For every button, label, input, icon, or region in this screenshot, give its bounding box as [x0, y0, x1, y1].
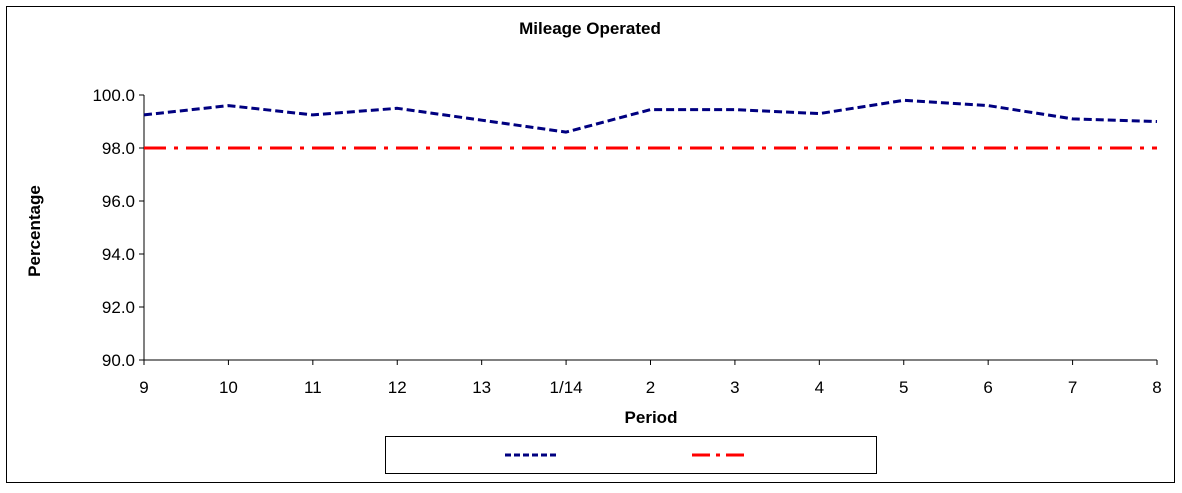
x-tick-label: 7 [1068, 378, 1077, 397]
x-tick-label: 8 [1152, 378, 1161, 397]
x-tick-label: 9 [139, 378, 148, 397]
legend-box [385, 436, 877, 474]
x-tick-label: 11 [304, 378, 322, 397]
x-tick-label: 13 [472, 378, 491, 397]
x-tick-label: 1/14 [550, 378, 583, 397]
y-tick-label: 100.0 [92, 86, 135, 105]
series-line-1 [143, 98, 1158, 134]
chart-title: Mileage Operated [519, 19, 661, 38]
y-axis-label: Percentage [25, 185, 44, 277]
x-tick-label: 12 [388, 378, 407, 397]
chart-frame [6, 6, 1175, 483]
x-tick-label: 2 [646, 378, 655, 397]
x-axis-label: Period [625, 408, 678, 427]
y-tick-label: 98.0 [102, 139, 135, 158]
y-tick-label: 94.0 [102, 245, 135, 264]
x-tick-label: 4 [815, 378, 824, 397]
x-tick-label: 10 [219, 378, 238, 397]
y-tick-label: 90.0 [102, 351, 135, 370]
y-tick-label: 92.0 [102, 298, 135, 317]
legend [385, 436, 877, 474]
x-tick-label: 6 [983, 378, 992, 397]
x-tick-label: 3 [730, 378, 739, 397]
plot-area: 90.0 92.0 94.0 96.0 98.0 100.0 9 10 11 12 13 1/14 2 3… [92, 86, 1161, 397]
y-tick-label: 96.0 [102, 192, 135, 211]
x-tick-label: 5 [899, 378, 908, 397]
